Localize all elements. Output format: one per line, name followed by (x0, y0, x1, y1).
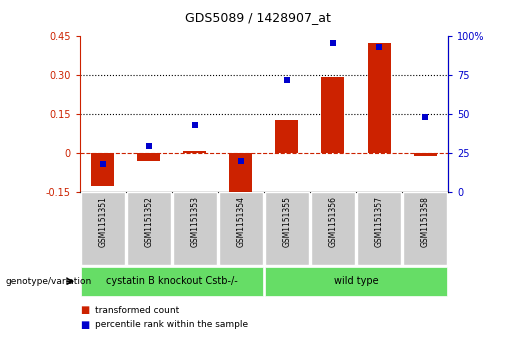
Bar (321, 77, 345, 153)
Bar (219, 192, 263, 265)
Text: GSM1151354: GSM1151354 (236, 196, 246, 247)
Bar (91, 153, 114, 186)
Point (145, 143, 153, 148)
Text: cystatin B knockout Cstb-/-: cystatin B knockout Cstb-/- (106, 276, 238, 286)
Point (237, 158, 245, 164)
Text: ■: ■ (80, 305, 89, 315)
Text: GSM1151358: GSM1151358 (421, 196, 430, 247)
Text: wild type: wild type (334, 276, 379, 286)
Bar (265, 192, 309, 265)
Text: GSM1151356: GSM1151356 (329, 196, 337, 247)
Point (329, 40, 337, 45)
Bar (276, 119, 299, 153)
Bar (311, 192, 355, 265)
Bar (173, 192, 217, 265)
Bar (229, 153, 252, 194)
Point (191, 122, 199, 128)
Bar (265, 266, 447, 296)
Point (283, 77, 291, 83)
Bar (183, 151, 207, 153)
Text: GSM1151353: GSM1151353 (191, 196, 199, 247)
Text: GSM1151351: GSM1151351 (98, 196, 107, 247)
Point (421, 115, 429, 121)
Bar (81, 266, 263, 296)
Bar (403, 192, 447, 265)
Text: transformed count: transformed count (95, 306, 180, 315)
Bar (81, 192, 125, 265)
Text: GSM1151357: GSM1151357 (374, 196, 384, 247)
Bar (368, 43, 390, 153)
Bar (127, 192, 171, 265)
Text: percentile rank within the sample: percentile rank within the sample (95, 321, 248, 329)
Text: GSM1151352: GSM1151352 (144, 196, 153, 247)
Bar (414, 153, 437, 156)
Point (99, 162, 107, 167)
Text: genotype/variation: genotype/variation (5, 277, 91, 286)
Bar (138, 153, 160, 161)
Text: GSM1151355: GSM1151355 (282, 196, 291, 247)
Bar (357, 192, 401, 265)
Point (375, 44, 383, 50)
Text: ■: ■ (80, 320, 89, 330)
Text: GDS5089 / 1428907_at: GDS5089 / 1428907_at (184, 11, 331, 24)
